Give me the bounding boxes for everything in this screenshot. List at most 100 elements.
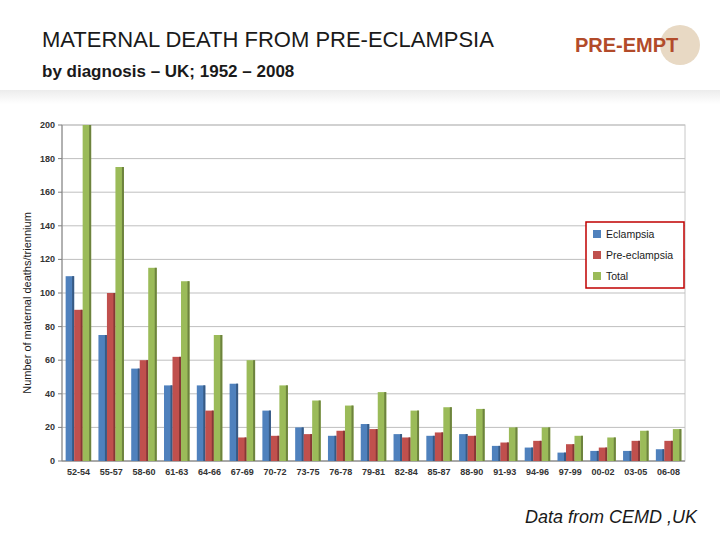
bar <box>656 449 665 461</box>
bar-side <box>179 357 181 461</box>
bar <box>107 293 116 461</box>
bar <box>361 424 370 461</box>
tick-label: 20 <box>45 422 55 432</box>
bar-side <box>441 432 443 461</box>
bar-side <box>515 427 517 461</box>
bar-side <box>409 437 411 461</box>
x-tick-label: 73-75 <box>296 467 319 477</box>
bar <box>492 446 501 461</box>
tick <box>58 326 62 327</box>
legend-swatch <box>593 251 601 259</box>
bar-side <box>367 424 369 461</box>
tick-label: 200 <box>40 120 55 130</box>
bar <box>574 436 583 461</box>
header-bg <box>0 0 720 92</box>
tick-label: 120 <box>40 254 55 264</box>
bar-side <box>220 335 222 461</box>
x-tick-label: 52-54 <box>67 467 90 477</box>
bar-side <box>638 441 640 461</box>
bar-side <box>212 411 214 461</box>
bar <box>271 436 280 461</box>
bar-side <box>630 451 632 461</box>
grid-line <box>62 125 685 126</box>
tick-label: 100 <box>40 288 55 298</box>
legend-swatch <box>593 230 601 238</box>
bar-side <box>498 446 500 461</box>
bar <box>262 411 271 461</box>
bar-side <box>474 436 476 461</box>
bar-side <box>171 385 173 461</box>
bar-side <box>400 434 402 461</box>
bar-side <box>581 436 583 461</box>
x-tick-label: 79-81 <box>362 467 385 477</box>
x-tick-label: 00-02 <box>592 467 615 477</box>
bar-side <box>662 449 664 461</box>
bar-side <box>450 407 452 461</box>
legend-label: Total <box>606 270 628 282</box>
grid-line <box>62 192 685 193</box>
x-tick-label: 70-72 <box>264 467 287 477</box>
bar <box>557 453 566 461</box>
x-tick-label: 76-78 <box>329 467 352 477</box>
x-tick-label: 91-93 <box>493 467 516 477</box>
bar-side <box>188 281 190 461</box>
subtitle: by diagnosis – UK; 1952 – 2008 <box>42 62 294 81</box>
bar-side <box>614 437 616 461</box>
tick-label: 180 <box>40 154 55 164</box>
bar-side <box>89 125 91 461</box>
bar <box>304 434 313 461</box>
bar-side <box>572 444 574 461</box>
bar-side <box>605 448 607 461</box>
bar-side <box>334 436 336 461</box>
legend: EclampsiaPre-eclampsiaTotal <box>586 222 684 288</box>
source: Data from CEMD ,UK <box>525 507 698 527</box>
bar <box>468 436 477 461</box>
bar-side <box>343 431 345 461</box>
bar-side <box>540 441 542 461</box>
title: MATERNAL DEATH FROM PRE-ECLAMPSIA <box>42 27 494 52</box>
bar <box>509 427 518 461</box>
bar-side <box>531 448 533 461</box>
bar-side <box>671 441 673 461</box>
tick <box>58 192 62 193</box>
tick <box>58 393 62 394</box>
bar-side <box>245 437 247 461</box>
x-tick-label: 94-96 <box>526 467 549 477</box>
grid-line <box>62 158 685 159</box>
tick <box>58 125 62 126</box>
bar <box>369 429 378 461</box>
x-tick-label: 82-84 <box>395 467 418 477</box>
bar <box>476 409 485 461</box>
x-tick-label: 58-60 <box>132 467 155 477</box>
bar <box>590 451 599 461</box>
tick-label: 40 <box>45 389 55 399</box>
bar-side <box>286 385 288 461</box>
bar <box>148 268 157 461</box>
bar-side <box>483 409 485 461</box>
bar-side <box>319 401 321 461</box>
plot-area <box>62 125 685 461</box>
tick <box>58 259 62 260</box>
bar-side <box>466 434 468 461</box>
bar-side <box>72 276 74 461</box>
bar-side <box>105 335 107 461</box>
tick-label: 160 <box>40 187 55 197</box>
bar <box>378 392 387 461</box>
y-axis <box>62 125 63 461</box>
tick <box>58 360 62 361</box>
bar <box>525 448 534 461</box>
bar <box>247 360 256 461</box>
bar <box>164 385 173 461</box>
tick-label: 140 <box>40 221 55 231</box>
tick-label: 60 <box>45 355 55 365</box>
bar <box>140 360 149 461</box>
bar <box>205 411 214 461</box>
bar <box>623 451 632 461</box>
x-tick-label: 88-90 <box>460 467 483 477</box>
bar-side <box>155 268 157 461</box>
bar <box>599 448 608 461</box>
bar <box>328 436 337 461</box>
bar <box>279 385 288 461</box>
tick <box>58 293 62 294</box>
bar <box>345 406 354 461</box>
